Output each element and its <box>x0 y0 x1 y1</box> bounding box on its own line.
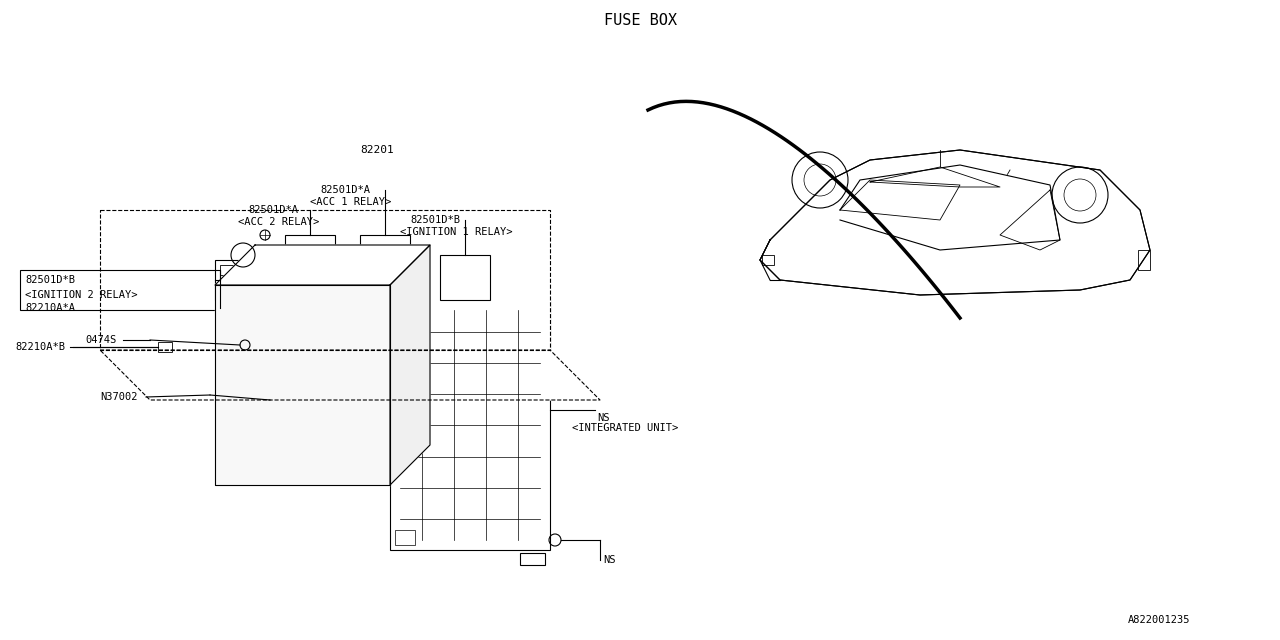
Bar <box>215 260 260 300</box>
Bar <box>335 399 353 419</box>
Bar <box>293 445 311 465</box>
Bar <box>293 376 311 396</box>
Bar <box>335 376 353 396</box>
Bar <box>230 376 248 396</box>
Bar <box>230 399 248 419</box>
Bar <box>230 353 248 373</box>
Text: FUSE BOX: FUSE BOX <box>603 13 677 28</box>
Bar <box>314 399 332 419</box>
Bar <box>230 445 248 465</box>
Text: 82210A*A: 82210A*A <box>26 303 76 313</box>
Bar <box>1138 250 1149 270</box>
Text: <ACC 2 RELAY>: <ACC 2 RELAY> <box>238 217 319 227</box>
Bar <box>157 342 172 352</box>
Polygon shape <box>215 285 390 485</box>
Bar <box>20 270 220 310</box>
Bar <box>273 445 291 465</box>
Text: <INTEGRATED UNIT>: <INTEGRATED UNIT> <box>572 423 678 433</box>
Bar <box>293 399 311 419</box>
Bar <box>273 353 291 373</box>
Bar <box>230 422 248 442</box>
Bar <box>225 240 260 270</box>
Bar <box>360 235 410 280</box>
Polygon shape <box>100 350 600 400</box>
Text: <IGNITION 2 RELAY>: <IGNITION 2 RELAY> <box>26 290 137 300</box>
Bar <box>314 422 332 442</box>
Bar <box>356 376 374 396</box>
Bar <box>251 399 269 419</box>
Bar <box>273 376 291 396</box>
Bar <box>251 376 269 396</box>
Bar <box>220 265 234 275</box>
Text: NS: NS <box>596 413 609 423</box>
Bar <box>440 255 490 300</box>
Text: <IGNITION 1 RELAY>: <IGNITION 1 RELAY> <box>401 227 512 237</box>
Bar <box>335 353 353 373</box>
Bar <box>335 445 353 465</box>
Bar <box>356 422 374 442</box>
Bar <box>251 445 269 465</box>
Bar <box>251 353 269 373</box>
Bar <box>314 445 332 465</box>
Bar <box>396 530 415 545</box>
Text: 82201: 82201 <box>360 145 394 155</box>
Bar <box>520 553 545 565</box>
Text: 82501D*A: 82501D*A <box>248 205 298 215</box>
Bar <box>273 422 291 442</box>
Polygon shape <box>760 150 1149 295</box>
Text: NS: NS <box>603 555 616 565</box>
Polygon shape <box>215 245 430 285</box>
Bar <box>273 399 291 419</box>
Bar <box>285 235 335 280</box>
Text: 82501D*A: 82501D*A <box>320 185 370 195</box>
Text: N37002: N37002 <box>100 392 137 402</box>
Bar <box>244 275 257 285</box>
Text: 82210A*B: 82210A*B <box>15 342 65 352</box>
Bar <box>255 257 265 265</box>
Bar <box>293 422 311 442</box>
Polygon shape <box>100 210 550 350</box>
Text: A822001235: A822001235 <box>1128 615 1190 625</box>
Bar <box>335 422 353 442</box>
Bar <box>952 174 968 190</box>
Text: 82501D*B: 82501D*B <box>410 215 460 225</box>
Text: 82501D*B: 82501D*B <box>26 275 76 285</box>
Text: <ACC 1 RELAY>: <ACC 1 RELAY> <box>310 197 392 207</box>
Bar <box>390 300 550 550</box>
Bar <box>251 422 269 442</box>
Bar <box>314 353 332 373</box>
Text: 0474S: 0474S <box>84 335 116 345</box>
Bar <box>356 399 374 419</box>
Polygon shape <box>840 165 1060 250</box>
Bar <box>356 445 374 465</box>
Polygon shape <box>390 245 430 485</box>
Bar <box>356 353 374 373</box>
Bar <box>762 255 774 265</box>
Bar <box>314 376 332 396</box>
Bar <box>293 353 311 373</box>
